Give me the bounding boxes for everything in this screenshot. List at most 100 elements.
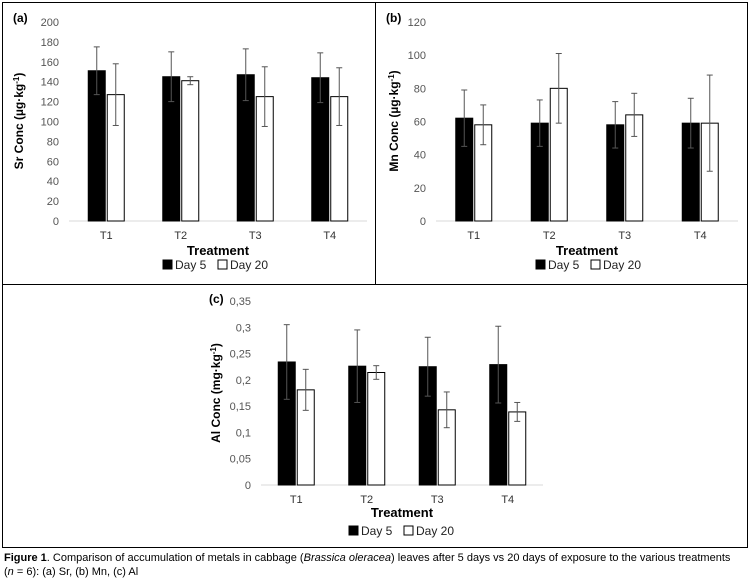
chart-b-category-label: T2 [543, 230, 556, 242]
chart-a-errorbar-day5-t2 [168, 51, 175, 103]
chart-a-ylabel-main: Sr Conc (µg·kg [12, 84, 26, 170]
chart-b-ytick-label: 80 [414, 83, 426, 95]
caption-n: n [7, 566, 14, 578]
chart-b-errorbar-day20-t1 [480, 104, 487, 146]
chart-a-category-label: T4 [323, 230, 336, 242]
chart-c-ytick-label: 0 [245, 480, 251, 492]
chart-a-category-label: T3 [249, 230, 262, 242]
chart-b-legend-label-day5: Day 5 [548, 258, 580, 272]
chart-c-ylabel-end: ) [209, 343, 223, 347]
chart-c-errorbar-day5-t1 [283, 324, 290, 400]
chart-b-xlabel: Treatment [556, 243, 619, 258]
chart-a-errorbar-day5-t4 [317, 52, 324, 104]
chart-a-errorbar-day5-t3 [242, 48, 249, 102]
chart-a-errorbar-day20-t3 [261, 66, 268, 127]
chart-c-bar-day20-t2 [367, 371, 386, 486]
chart-c-legend-swatch-day20 [403, 525, 414, 536]
chart-c-ytick-label: 0,35 [230, 296, 251, 308]
chart-b-ylabel-sup: -1 [387, 74, 396, 82]
chart-a-errorbar-day20-t1 [112, 63, 119, 126]
chart-a-errorbar-day20-t2 [187, 76, 194, 86]
chart-c-legend-label-day20: Day 20 [416, 524, 454, 538]
chart-c-legend-swatch-day5 [348, 525, 359, 536]
chart-a-xlabel: Treatment [187, 243, 250, 258]
chart-b-legend-swatch-day20 [590, 259, 601, 270]
chart-c-legend-label-day5: Day 5 [361, 524, 393, 538]
chart-b-errorbar-day20-t3 [631, 92, 638, 137]
chart-b-errorbar-day5-t1 [461, 89, 468, 147]
chart-c-xlabel: Treatment [371, 505, 434, 520]
chart-c-ytick-label: 0,05 [230, 454, 251, 466]
caption-text-1: . Comparison of accumulation of metals i… [46, 552, 304, 564]
chart-b-svg: (b) 0 20 40 60 80 100 120 T1 T2 T3 T4 Treatment Mn Co… [386, 11, 738, 272]
chart-b-ytick-label: 40 [414, 150, 426, 162]
chart-c-ytick-label: 0,2 [236, 375, 251, 387]
chart-b-ytick-label: 100 [408, 50, 426, 62]
chart-b-ytick-label: 20 [414, 183, 426, 195]
chart-b-category-label: T3 [618, 230, 631, 242]
chart-b-ytick-label: 120 [408, 17, 426, 29]
caption-line2-open: ( [4, 566, 8, 578]
caption-text-2: ) leaves after 5 days vs 20 days of expo… [391, 552, 731, 564]
chart-b-ylabel: Mn Conc (µg·kg-1) [387, 70, 402, 171]
chart-b-ylabel-end: ) [387, 70, 401, 74]
chart-b-legend-swatch-day5 [535, 259, 546, 270]
chart-b-ylabel-main: Mn Conc (µg·kg [387, 81, 401, 171]
chart-a-ytick-label: 20 [47, 196, 59, 208]
chart-c-errorbar-day20-t4 [514, 401, 521, 422]
chart-b-ytick-label: 60 [414, 117, 426, 129]
chart-c-errorbar-day20-t3 [443, 391, 450, 429]
chart-a-errorbar-day20-t4 [336, 67, 343, 126]
chart-a-legend-label-day5: Day 5 [175, 258, 207, 272]
chart-b-category-label: T4 [694, 230, 707, 242]
caption-species: Brassica oleracea [303, 552, 392, 564]
chart-c-ytick-label: 0,3 [236, 322, 251, 334]
chart-a-ytick-label: 40 [47, 176, 59, 188]
chart-b-errorbar-day20-t2 [555, 53, 562, 124]
chart-c-ylabel-main: Al Conc (mg·kg [209, 354, 223, 443]
chart-c-ylabel-sup: -1 [209, 347, 218, 355]
figure-caption: Figure 1. Comparison of accumulation of … [4, 551, 748, 579]
chart-c-panel-label: (c) [209, 292, 224, 306]
chart-b-ytick-label: 0 [420, 216, 426, 228]
chart-c-svg: (c) 0 0,05 0,1 0,15 0,2 0,25 0,3 0,35 T1 T2 T3 T4 Tre… [209, 292, 543, 538]
caption-line2-rest: = 6): (a) Sr, (b) Mn, (c) Al [13, 566, 139, 578]
chart-a-ylabel: Sr Conc (µg·kg-1) [12, 73, 27, 170]
chart-a-svg: (a) 0 20 40 60 80 100 120 140 160 180 200 T1 T2 T3 T4 Tr… [12, 11, 367, 272]
chart-b-legend-label-day20: Day 20 [603, 258, 641, 272]
chart-a-category-label: T1 [100, 230, 113, 242]
chart-b-panel-label: (b) [386, 11, 401, 25]
chart-a-ytick-label: 140 [41, 77, 59, 89]
chart-c-ytick-label: 0,1 [236, 427, 251, 439]
chart-b-errorbar-day5-t3 [612, 101, 619, 149]
chart-c-ylabel: Al Conc (mg·kg-1) [209, 343, 224, 443]
chart-c-errorbar-day5-t2 [354, 329, 361, 403]
chart-c-bar-day20-t4 [508, 411, 527, 486]
chart-a-ytick-label: 160 [41, 57, 59, 69]
chart-c-category-label: T3 [431, 494, 444, 506]
chart-c-errorbar-day20-t2 [373, 365, 380, 380]
caption-label: Figure 1 [4, 552, 47, 564]
chart-b-errorbar-day5-t4 [687, 97, 694, 149]
chart-a-ytick-label: 100 [41, 117, 59, 129]
chart-c-category-label: T1 [290, 494, 303, 506]
chart-b-category-label: T1 [467, 230, 480, 242]
chart-a-legend-label-day20: Day 20 [230, 258, 268, 272]
chart-a-legend-swatch-day5 [162, 259, 173, 270]
chart-a-category-label: T2 [174, 230, 187, 242]
chart-panel-a: (a) 0 20 40 60 80 100 120 140 160 180 200 T1 T2 T3 T4 Tr… [2, 2, 376, 285]
chart-a-ytick-label: 200 [41, 17, 59, 29]
chart-panel-c: (c) 0 0,05 0,1 0,15 0,2 0,25 0,3 0,35 T1 T2 T3 T4 Tre… [2, 284, 748, 548]
chart-c-errorbar-day5-t3 [424, 336, 431, 397]
chart-a-bar-day20-t2 [181, 80, 200, 222]
chart-a-ytick-label: 80 [47, 136, 59, 148]
chart-a-ytick-label: 180 [41, 37, 59, 49]
chart-b-errorbar-day5-t2 [536, 99, 543, 147]
chart-c-errorbar-day20-t1 [302, 368, 309, 411]
chart-c-ytick-label: 0,25 [230, 349, 251, 361]
chart-a-panel-label: (a) [13, 11, 28, 25]
chart-c-category-label: T2 [360, 494, 373, 506]
chart-c-category-label: T4 [501, 494, 514, 506]
chart-a-ylabel-end: ) [12, 73, 26, 77]
chart-c-errorbar-day5-t4 [495, 325, 502, 404]
